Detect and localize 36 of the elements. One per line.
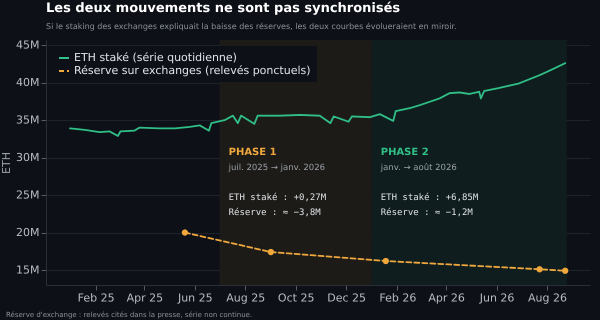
annotation: ETH staké : +6,85M bbox=[380, 192, 479, 203]
x-tick-label: Apr 25 bbox=[126, 292, 164, 304]
x-tick-label: Aug 26 bbox=[528, 292, 567, 304]
y-axis-title: ETH bbox=[0, 152, 14, 174]
x-tick-label: Jun 25 bbox=[176, 292, 213, 304]
annotation: Réserve : ≈ −1,2M bbox=[380, 207, 474, 218]
y-tick-label: 40M bbox=[16, 76, 40, 90]
chart-title: Les deux mouvements ne sont pas synchronisés bbox=[46, 1, 400, 16]
annotation: juil. 2025 → janv. 2026 bbox=[228, 163, 326, 173]
point bbox=[536, 266, 543, 272]
point bbox=[382, 258, 389, 264]
x-tick-label: Oct 25 bbox=[278, 292, 314, 304]
y-tick-label: 35M bbox=[16, 114, 40, 127]
point bbox=[182, 229, 188, 236]
line-series bbox=[69, 62, 566, 137]
y-tick-label: 15M bbox=[16, 264, 40, 277]
band-label: PHASE 2 bbox=[380, 147, 429, 158]
y-tick-label: 25M bbox=[16, 188, 40, 202]
annotation: janv. → août 2026 bbox=[380, 163, 457, 173]
y-tick-label: 30M bbox=[16, 151, 40, 164]
legend-label: Réserve sur exchanges (relevés ponctuels) bbox=[74, 64, 311, 77]
y-tick-label: 20M bbox=[16, 226, 40, 240]
point bbox=[562, 268, 568, 274]
annotation: ETH staké : +0,27M bbox=[228, 192, 327, 203]
annotation: Réserve : ≈ −3,8M bbox=[228, 207, 322, 218]
x-tick-label: Feb 25 bbox=[78, 292, 115, 304]
x-tick-label: Feb 26 bbox=[379, 292, 416, 304]
chart-subtitle: Si le staking des exchanges expliquait la baisse des réserves, les deux courbes évolueraient en miroir. bbox=[46, 22, 457, 32]
x-tick-label: Dec 25 bbox=[327, 292, 366, 304]
point bbox=[268, 248, 274, 256]
x-tick-label: Apr 26 bbox=[428, 292, 465, 304]
x-tick-label: Aug 25 bbox=[226, 292, 266, 304]
y-tick-label: 45M bbox=[16, 38, 40, 52]
legend-label: ETH staké (série quotidienne) bbox=[74, 51, 237, 64]
x-tick-label: Jun 26 bbox=[478, 292, 514, 304]
band-label: PHASE 1 bbox=[228, 147, 277, 158]
